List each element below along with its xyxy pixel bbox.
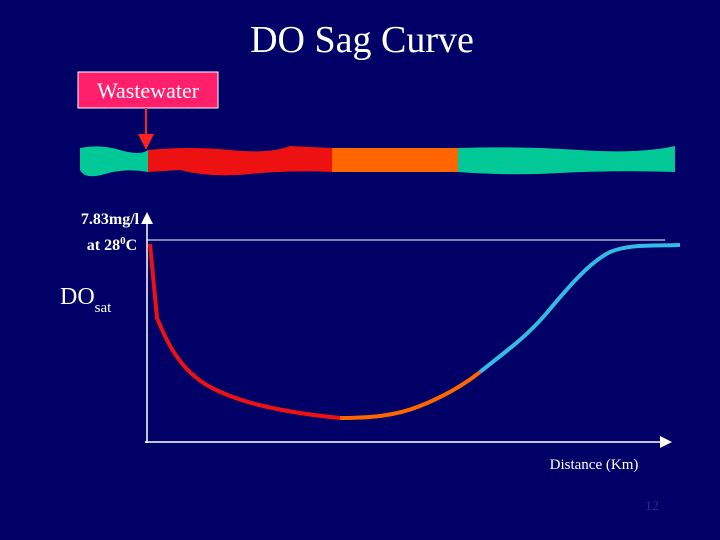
wastewater-box xyxy=(77,71,219,109)
sag-curve-recovery xyxy=(478,243,681,374)
page-number: 12 xyxy=(645,499,659,514)
y-label-main: DO xyxy=(60,284,95,310)
sag-curve-decline xyxy=(148,243,341,420)
temperature-unit: C xyxy=(126,237,138,254)
river-clean-downstream xyxy=(458,146,675,175)
temperature-text: at 28 xyxy=(87,237,120,254)
river xyxy=(80,146,675,177)
title: DO Sag Curve xyxy=(250,19,474,61)
degree-sign: 0 xyxy=(120,235,126,247)
saturation-temperature: at 280C xyxy=(87,235,137,254)
y-axis-label: DOsat xyxy=(60,284,112,316)
saturation-value: 7.83mg/l xyxy=(81,211,140,228)
river-clean-upstream xyxy=(80,146,148,177)
wastewater-label: Wastewater xyxy=(97,78,200,103)
river-polluted xyxy=(148,146,332,176)
river-recovering xyxy=(332,148,458,172)
sag-curve-minimum xyxy=(339,370,482,420)
x-axis-label: Distance (Km) xyxy=(550,457,639,473)
y-label-subscript: sat xyxy=(95,300,112,316)
